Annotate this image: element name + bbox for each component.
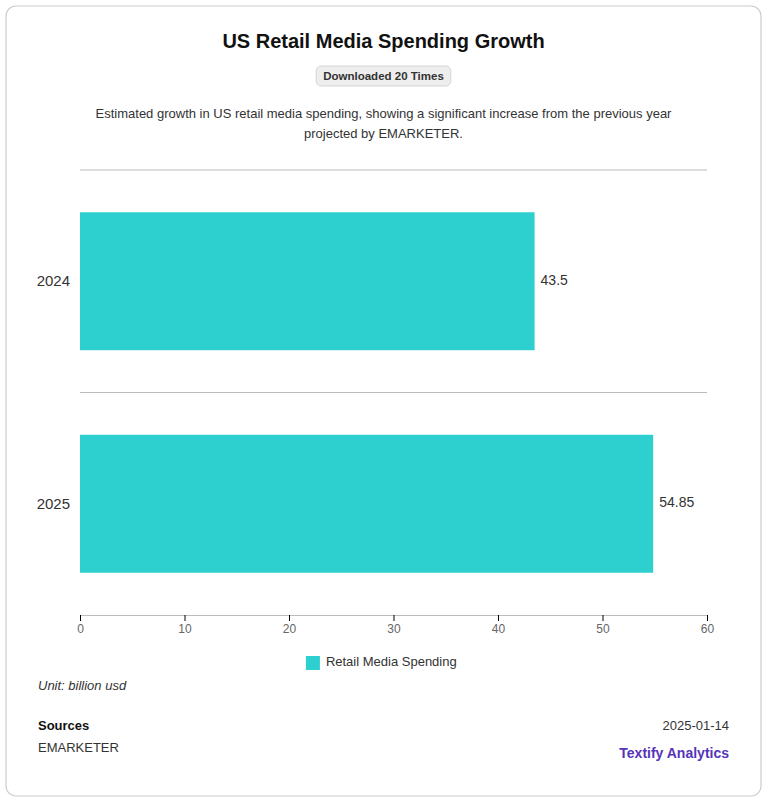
y-tick: 2024 <box>37 272 70 289</box>
x-tick: 40 <box>492 615 506 636</box>
x-axis: 0 10 20 30 40 50 60 <box>77 615 714 636</box>
y-axis: 2024 2025 <box>37 272 70 512</box>
chart-root: US Retail Media Spending Growth Downloade… <box>0 0 767 802</box>
separators <box>80 170 707 393</box>
separator <box>80 170 707 171</box>
sources-value: EMARKETER <box>38 740 119 755</box>
x-tick-label: 30 <box>387 622 401 636</box>
legend-swatch <box>306 656 320 670</box>
y-tick: 2025 <box>37 495 70 512</box>
x-tick-label: 60 <box>701 622 715 636</box>
x-tick-mark <box>185 615 186 621</box>
unit-text: Unit: billion usd <box>38 678 127 693</box>
x-tick-mark <box>603 615 604 621</box>
subtitle: Estimated growth in US retail media spen… <box>96 106 673 141</box>
badge: Downloaded 20 Times <box>316 66 451 86</box>
x-tick-mark <box>289 615 290 621</box>
date-label: 2025-01-14 <box>663 718 730 733</box>
x-tick: 10 <box>178 615 192 636</box>
x-tick-mark <box>707 615 708 621</box>
data-label: 43.5 <box>541 272 568 288</box>
bar <box>80 435 653 573</box>
x-axis-line <box>81 616 708 622</box>
page-border <box>6 6 761 796</box>
title: US Retail Media Spending Growth <box>222 30 544 52</box>
bar <box>80 212 535 350</box>
y-tick-label: 2024 <box>37 272 70 289</box>
y-tick-label: 2025 <box>37 495 70 512</box>
x-tick: 0 <box>77 615 84 636</box>
legend-label: Retail Media Spending <box>326 654 457 669</box>
x-tick-label: 10 <box>178 622 192 636</box>
x-tick-label: 50 <box>596 622 610 636</box>
x-tick-mark <box>498 615 499 621</box>
x-tick-mark <box>394 615 395 621</box>
x-tick-label: 40 <box>492 622 506 636</box>
branding: Textify Analytics <box>619 745 729 761</box>
data-label: 54.85 <box>659 494 694 510</box>
x-tick: 50 <box>596 615 610 636</box>
separator <box>80 392 707 393</box>
x-tick-label: 0 <box>77 622 84 636</box>
subtitle-line: projected by EMARKETER. <box>304 126 463 141</box>
sources-label: Sources <box>38 718 89 733</box>
x-tick: 60 <box>701 615 715 636</box>
badge-text: Downloaded 20 Times <box>323 70 444 82</box>
x-tick: 30 <box>387 615 401 636</box>
data-labels: 43.5 54.85 <box>541 272 695 511</box>
legend: Retail Media Spending <box>306 654 457 670</box>
badge-box <box>316 66 451 86</box>
subtitle-line: Estimated growth in US retail media spen… <box>96 106 673 121</box>
bars <box>80 212 653 572</box>
x-tick: 20 <box>283 615 297 636</box>
x-tick-label: 20 <box>283 622 297 636</box>
x-tick-mark <box>80 615 81 621</box>
